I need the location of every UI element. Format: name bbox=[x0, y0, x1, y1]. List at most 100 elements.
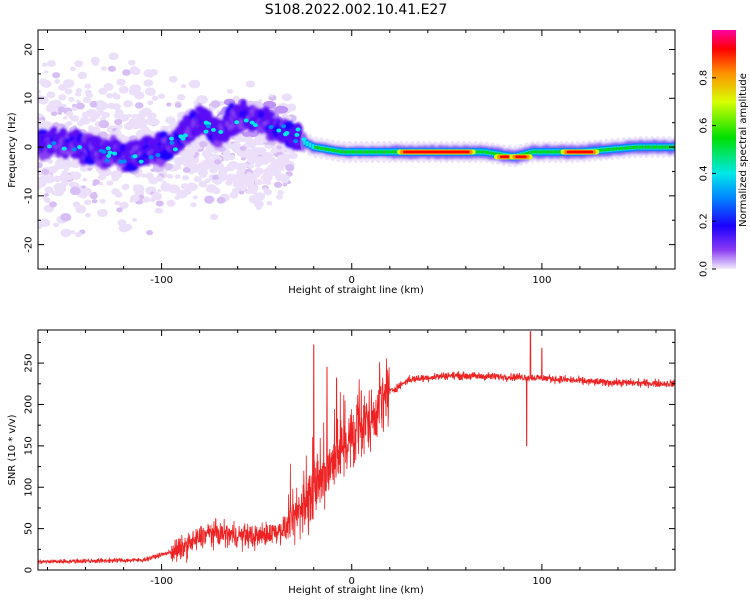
speckle-blob bbox=[240, 156, 246, 161]
speckle-blob bbox=[38, 95, 49, 105]
core-cell bbox=[662, 145, 665, 149]
core-cell bbox=[371, 150, 375, 154]
ridge-blob bbox=[166, 152, 174, 160]
spectrogram-image bbox=[38, 52, 675, 238]
core-blob bbox=[168, 136, 174, 141]
speckle-blob bbox=[75, 102, 85, 110]
speckle-blob bbox=[140, 173, 147, 178]
core-cell bbox=[340, 150, 343, 154]
spectrogram-x-label: Height of straight line (km) bbox=[288, 285, 424, 296]
speckle-blob bbox=[46, 59, 56, 67]
core-cell bbox=[551, 150, 554, 154]
speckle-blob bbox=[183, 148, 196, 158]
core-cell bbox=[314, 145, 318, 149]
speckle-blob bbox=[53, 222, 60, 228]
speckle-blob bbox=[166, 199, 176, 207]
speckle-blob bbox=[158, 93, 166, 99]
snr-x-tick-label: -100 bbox=[150, 576, 173, 587]
core-blob bbox=[61, 146, 67, 151]
speckle-blob bbox=[87, 167, 93, 172]
speckle-blob bbox=[247, 163, 255, 169]
snr-x-label: Height of straight line (km) bbox=[288, 585, 424, 596]
speckle-blob bbox=[192, 195, 198, 200]
speckle-blob bbox=[193, 176, 202, 183]
core-cell bbox=[485, 150, 489, 154]
core-cell bbox=[622, 146, 626, 150]
core-cell bbox=[605, 148, 608, 152]
core-blob bbox=[155, 153, 161, 158]
core-cell bbox=[645, 145, 648, 149]
speckle-blob bbox=[272, 170, 282, 177]
core-cell bbox=[345, 150, 349, 154]
speckle-blob bbox=[216, 196, 226, 204]
speckle-blob bbox=[215, 165, 222, 171]
speckle-blob bbox=[132, 217, 137, 222]
speckle-blob bbox=[253, 147, 264, 155]
speckle-blob bbox=[198, 140, 208, 148]
speckle-blob bbox=[47, 159, 54, 164]
snr-y-tick-label: 100 bbox=[24, 478, 35, 497]
speckle-blob bbox=[261, 173, 273, 182]
hot-segment-core bbox=[403, 150, 470, 154]
speckle-blob bbox=[98, 119, 110, 129]
speckle-blob bbox=[285, 163, 295, 172]
core-cell bbox=[311, 144, 315, 150]
speckle-blob bbox=[131, 113, 138, 119]
speckle-blob bbox=[51, 169, 57, 174]
speckle-blob bbox=[44, 192, 50, 197]
speckle-blob bbox=[81, 167, 87, 171]
ridge-blob bbox=[59, 127, 67, 138]
core-cell bbox=[557, 150, 560, 154]
core-blob bbox=[293, 139, 299, 144]
hot-segment-core bbox=[566, 150, 594, 154]
core-blob bbox=[169, 140, 175, 145]
core-cell bbox=[537, 150, 540, 154]
speckle-blob bbox=[119, 201, 129, 209]
speckle-blob bbox=[107, 103, 114, 108]
core-blob bbox=[218, 129, 224, 134]
core-blob bbox=[210, 127, 216, 132]
speckle-blob bbox=[239, 145, 247, 151]
speckle-blob bbox=[190, 164, 201, 173]
colorbar-tick-label: 0.0 bbox=[699, 261, 710, 277]
speckle-blob bbox=[98, 181, 104, 186]
speckle-blob bbox=[204, 195, 215, 204]
speckle-blob bbox=[63, 166, 70, 172]
speckle-blob bbox=[38, 89, 41, 94]
snr-x-tick-label: 0 bbox=[349, 576, 355, 587]
core-cell bbox=[525, 151, 529, 155]
speckle-blob bbox=[44, 175, 55, 184]
speckle-blob bbox=[182, 167, 191, 173]
speckle-blob bbox=[58, 94, 67, 101]
speckle-blob bbox=[174, 195, 181, 200]
core-cell bbox=[394, 150, 397, 154]
core-cell bbox=[317, 146, 320, 150]
speckle-blob bbox=[198, 180, 208, 188]
speckle-blob bbox=[154, 207, 162, 214]
speckle-blob bbox=[82, 177, 88, 182]
core-blob bbox=[284, 131, 290, 136]
speckle-blob bbox=[168, 75, 178, 83]
core-blob bbox=[104, 158, 110, 163]
speckle-blob bbox=[47, 167, 52, 171]
colorbar-label: Normalized spectral amplitude bbox=[738, 73, 749, 227]
speckle-blob bbox=[60, 180, 69, 187]
speckle-blob bbox=[272, 159, 278, 163]
speckle-blob bbox=[269, 162, 279, 169]
speckle-blob bbox=[274, 105, 289, 114]
speckle-blob bbox=[202, 149, 213, 158]
core-cell bbox=[497, 152, 500, 156]
speckle-blob bbox=[246, 171, 252, 177]
speckle-blob bbox=[160, 125, 169, 133]
speckle-blob bbox=[227, 154, 236, 161]
speckle-blob bbox=[205, 157, 214, 165]
speckle-blob bbox=[276, 194, 283, 200]
spectrogram-y-tick-label: 10 bbox=[24, 92, 35, 105]
core-cell bbox=[360, 150, 363, 154]
speckle-blob bbox=[38, 161, 43, 169]
speckle-blob bbox=[44, 84, 50, 88]
core-cell bbox=[480, 150, 483, 154]
speckle-blob bbox=[38, 113, 44, 118]
speckle-blob bbox=[248, 194, 261, 204]
